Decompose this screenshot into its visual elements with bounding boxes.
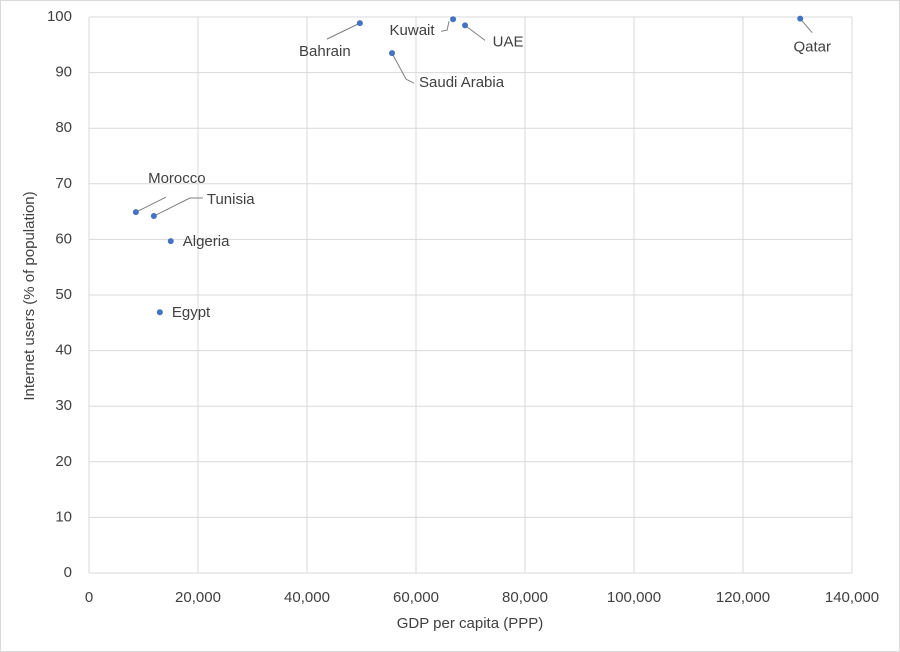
y-tick-label: 0 xyxy=(64,564,72,581)
point xyxy=(450,16,457,23)
leader-line xyxy=(464,24,486,41)
data-label: Tunisia xyxy=(207,191,255,208)
leader-line xyxy=(799,18,813,33)
data-label: Morocco xyxy=(148,170,206,187)
y-axis-title: Internet users (% of population) xyxy=(21,191,38,400)
x-tick-label: 60,000 xyxy=(393,589,439,606)
point xyxy=(156,309,163,316)
y-tick-label: 20 xyxy=(55,453,72,470)
y-tick-label: 50 xyxy=(55,286,72,303)
leader-line xyxy=(391,52,415,84)
point xyxy=(797,15,804,22)
y-tick-label: 80 xyxy=(55,119,72,136)
point xyxy=(462,22,469,29)
y-tick-label: 60 xyxy=(55,230,72,247)
leader-line xyxy=(440,21,450,32)
y-tick-label: 100 xyxy=(47,8,72,25)
y-tick-label: 40 xyxy=(55,342,72,359)
point xyxy=(150,213,157,220)
data-label: Qatar xyxy=(793,39,831,56)
leader-line xyxy=(153,197,203,217)
x-tick-label: 100,000 xyxy=(607,589,661,606)
y-tick-label: 90 xyxy=(55,64,72,81)
data-label: Bahrain xyxy=(299,43,351,60)
data-label: UAE xyxy=(493,33,524,50)
x-tick-label: 140,000 xyxy=(825,589,879,606)
x-tick-label: 120,000 xyxy=(716,589,770,606)
x-axis-title: GDP per capita (PPP) xyxy=(397,615,543,632)
y-tick-label: 30 xyxy=(55,397,72,414)
leader-line xyxy=(326,22,361,40)
point xyxy=(356,20,363,27)
y-tick-label: 70 xyxy=(55,175,72,192)
leader-line xyxy=(135,196,167,213)
data-label: Algeria xyxy=(183,233,230,250)
data-label: Saudi Arabia xyxy=(419,74,505,91)
data-label: Egypt xyxy=(172,304,211,321)
x-tick-label: 40,000 xyxy=(284,589,330,606)
data-label: Kuwait xyxy=(390,22,436,39)
x-tick-label: 20,000 xyxy=(175,589,221,606)
point xyxy=(389,50,396,57)
x-tick-label: 80,000 xyxy=(502,589,548,606)
x-tick-label: 0 xyxy=(85,589,93,606)
point xyxy=(132,209,139,216)
y-tick-label: 10 xyxy=(55,508,72,525)
point xyxy=(167,238,174,245)
